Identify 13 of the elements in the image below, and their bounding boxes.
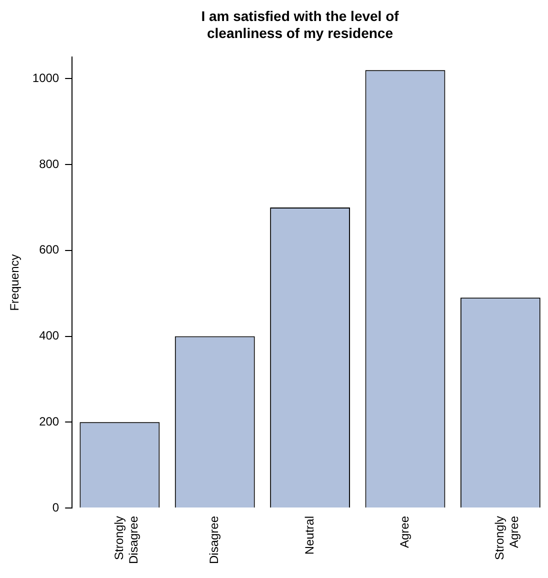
y-tick-label: 800 (39, 156, 60, 171)
x-tick-label: Agree (398, 516, 412, 548)
y-tick-label: 600 (39, 242, 60, 257)
y-axis-title: Frequency (8, 254, 22, 311)
chart-title: I am satisfied with the level of cleanliness of my residence (200, 8, 400, 42)
x-tick-label: Strongly Agree (492, 516, 522, 560)
x-tick-label: Disagree (207, 516, 222, 564)
y-tick-label: 0 (52, 500, 60, 514)
x-tick-label: Neutral (302, 516, 316, 555)
y-tick-label: 1000 (32, 70, 60, 85)
y-tick-label: 400 (39, 328, 60, 343)
x-tick-label: Strongly Disagree (112, 516, 140, 564)
y-tick-label: 200 (39, 414, 60, 428)
